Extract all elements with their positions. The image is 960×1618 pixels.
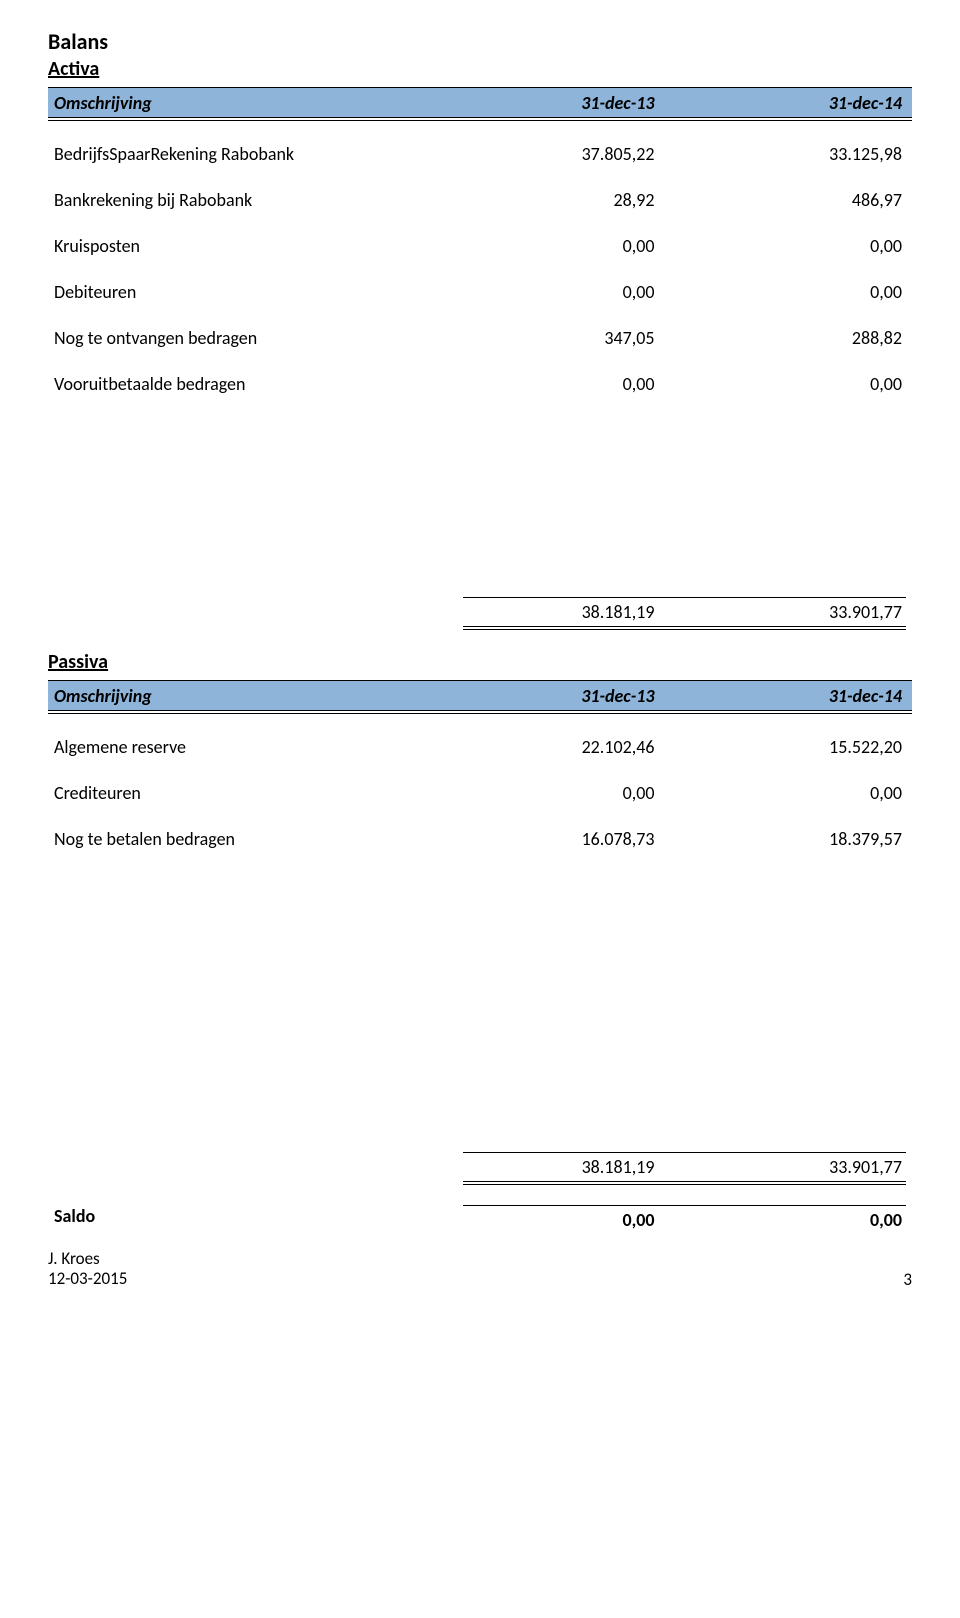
footer-page: 3 xyxy=(903,1269,912,1290)
row-v2: 33.125,98 xyxy=(684,143,906,165)
row-v1: 16.078,73 xyxy=(463,828,685,850)
passiva-total-v2: 33.901,77 xyxy=(684,1156,906,1178)
row-v1: 28,92 xyxy=(463,189,685,211)
row-desc: Crediteuren xyxy=(54,782,463,804)
activa-header-row: Omschrijving 31-dec-13 31-dec-14 xyxy=(48,87,912,118)
row-v2: 15.522,20 xyxy=(684,736,906,758)
row-v2: 0,00 xyxy=(684,373,906,395)
page-title: Balans xyxy=(48,28,912,55)
passiva-header-desc: Omschrijving xyxy=(54,685,463,707)
row-desc: Bankrekening bij Rabobank xyxy=(54,189,463,211)
table-row: Crediteuren 0,00 0,00 xyxy=(48,780,912,806)
passiva-total: 38.181,19 33.901,77 xyxy=(48,1152,912,1181)
row-v2: 18.379,57 xyxy=(684,828,906,850)
table-row: Nog te ontvangen bedragen 347,05 288,82 xyxy=(48,325,912,351)
saldo-v2: 0,00 xyxy=(684,1209,906,1231)
saldo-row: Saldo 0,00 0,00 xyxy=(48,1205,912,1231)
activa-header-col2: 31-dec-14 xyxy=(684,92,906,114)
table-row: Kruisposten 0,00 0,00 xyxy=(48,233,912,259)
row-v1: 0,00 xyxy=(463,782,685,804)
row-desc: Vooruitbetaalde bedragen xyxy=(54,373,463,395)
row-v2: 288,82 xyxy=(684,327,906,349)
passiva-header-separator xyxy=(48,713,912,714)
passiva-header-col2: 31-dec-14 xyxy=(684,685,906,707)
section-activa-label: Activa xyxy=(48,57,912,81)
activa-total-v2: 33.901,77 xyxy=(684,601,906,623)
footer-date: 12-03-2015 xyxy=(48,1269,127,1289)
page-footer: J. Kroes 12-03-2015 3 xyxy=(48,1249,912,1290)
table-row: Nog te betalen bedragen 16.078,73 18.379… xyxy=(48,826,912,852)
saldo-v1: 0,00 xyxy=(463,1209,685,1231)
activa-header-desc: Omschrijving xyxy=(54,92,463,114)
activa-total: 38.181,19 33.901,77 xyxy=(48,597,912,626)
row-desc: Kruisposten xyxy=(54,235,463,257)
passiva-header-row: Omschrijving 31-dec-13 31-dec-14 xyxy=(48,680,912,711)
passiva-header-col1: 31-dec-13 xyxy=(463,685,685,707)
activa-total-v1: 38.181,19 xyxy=(463,601,685,623)
table-row: Algemene reserve 22.102,46 15.522,20 xyxy=(48,734,912,760)
row-v1: 0,00 xyxy=(463,373,685,395)
row-v2: 0,00 xyxy=(684,782,906,804)
saldo-label: Saldo xyxy=(54,1205,463,1231)
row-v2: 0,00 xyxy=(684,281,906,303)
footer-author: J. Kroes xyxy=(48,1249,127,1269)
row-desc: Debiteuren xyxy=(54,281,463,303)
table-row: BedrijfsSpaarRekening Rabobank 37.805,22… xyxy=(48,141,912,167)
row-desc: Nog te betalen bedragen xyxy=(54,828,463,850)
row-desc: Nog te ontvangen bedragen xyxy=(54,327,463,349)
row-v2: 486,97 xyxy=(684,189,906,211)
row-v1: 347,05 xyxy=(463,327,685,349)
table-row: Vooruitbetaalde bedragen 0,00 0,00 xyxy=(48,371,912,397)
row-v1: 22.102,46 xyxy=(463,736,685,758)
row-v2: 0,00 xyxy=(684,235,906,257)
row-v1: 0,00 xyxy=(463,235,685,257)
activa-header-separator xyxy=(48,120,912,121)
table-row: Debiteuren 0,00 0,00 xyxy=(48,279,912,305)
row-v1: 37.805,22 xyxy=(463,143,685,165)
activa-header-col1: 31-dec-13 xyxy=(463,92,685,114)
row-v1: 0,00 xyxy=(463,281,685,303)
table-row: Bankrekening bij Rabobank 28,92 486,97 xyxy=(48,187,912,213)
section-passiva-label: Passiva xyxy=(48,650,912,674)
row-desc: Algemene reserve xyxy=(54,736,463,758)
row-desc: BedrijfsSpaarRekening Rabobank xyxy=(54,143,463,165)
passiva-total-v1: 38.181,19 xyxy=(463,1156,685,1178)
